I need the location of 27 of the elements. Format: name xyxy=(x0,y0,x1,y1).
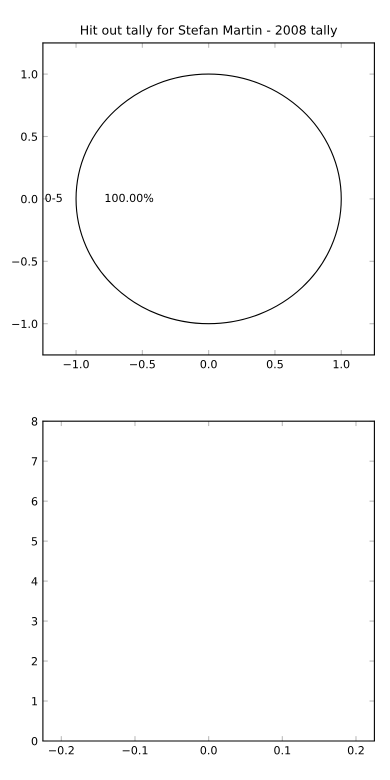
data-label: 100.00% xyxy=(106,194,154,202)
y-tick-label: 3 xyxy=(32,617,38,626)
y-tick-label: 1.0 xyxy=(22,70,38,78)
x-tick-label: −0.5 xyxy=(130,360,155,368)
y-tick-label: −0.5 xyxy=(12,257,38,266)
y-tick-label: 5 xyxy=(32,537,38,546)
y-tick-label: 0.5 xyxy=(21,132,38,141)
x-tick-label: 0.0 xyxy=(200,746,217,754)
slice-label: 0-5 xyxy=(45,194,62,202)
y-tick-label: 1 xyxy=(32,697,38,706)
y-tick-label: 4 xyxy=(32,577,38,586)
y-tick-label: 6 xyxy=(32,497,38,506)
y-tick-label: 0.0 xyxy=(21,194,38,204)
y-tick-label: 2 xyxy=(32,657,37,666)
x-tick-label: −0.2 xyxy=(49,746,74,754)
x-tick-label: −1.0 xyxy=(64,360,89,368)
y-tick-label: 8 xyxy=(32,417,38,426)
x-tick-label: −0.1 xyxy=(122,746,148,754)
x-tick-label: 0.0 xyxy=(200,360,217,368)
x-tick-label: 0.1 xyxy=(274,746,290,754)
y-tick-label: 7 xyxy=(32,457,38,466)
y-tick-label: 0 xyxy=(32,736,38,746)
x-tick-label: 1.0 xyxy=(334,360,350,368)
chart-title: Hit out tally for Stefan Martin - 2008 tally xyxy=(81,25,338,38)
y-tick-label: −1.0 xyxy=(12,320,38,328)
x-tick-label: 0.2 xyxy=(348,746,364,754)
x-tick-label: 0.5 xyxy=(266,360,283,368)
